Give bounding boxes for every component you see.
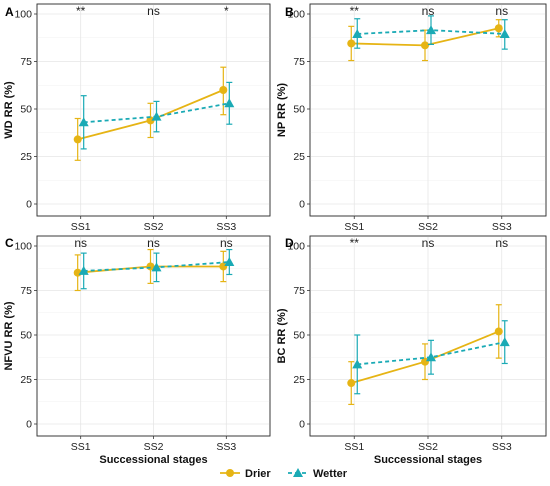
x-axis-title: Successional stages (99, 454, 207, 466)
panel-C: 0 25 50 75 100 SS1 SS2 SS3 NFVU RR (%) Succession… (3, 235, 271, 466)
significance-label: ns (74, 236, 87, 250)
y-tick-label: 100 (14, 9, 32, 21)
x-tick-label: SS1 (344, 221, 364, 233)
significance-label: * (224, 4, 229, 18)
x-tick-label: SS2 (418, 221, 438, 233)
significance-label: ns (495, 236, 508, 250)
x-tick-label: SS3 (216, 441, 236, 453)
x-tick-label: SS1 (344, 441, 364, 453)
panel-border (309, 3, 547, 217)
x-tick-label: SS2 (144, 221, 164, 233)
y-axis-title: NFVU RR (%) (3, 301, 15, 370)
y-tick-label: 100 (14, 241, 32, 253)
y-tick-label: 75 (20, 56, 32, 68)
data-point-drier (494, 24, 503, 33)
x-axis-title: Successional stages (374, 454, 482, 466)
panel-border (309, 235, 547, 437)
data-point-drier (494, 327, 503, 336)
significance-label: ns (422, 236, 435, 250)
series-line-wetter (357, 341, 505, 366)
data-point-wetter (224, 98, 235, 108)
data-point-wetter (78, 265, 89, 275)
significance-label: ** (76, 4, 86, 18)
y-tick-label: 50 (20, 330, 32, 342)
y-axis-title: NP RR (%) (276, 83, 288, 138)
x-tick-label: SS1 (71, 221, 91, 233)
y-tick-label: 25 (293, 374, 305, 386)
y-tick-label: 75 (20, 285, 32, 297)
significance-label: ** (350, 4, 360, 18)
panel-A: 0 25 50 75 100 SS1 SS2 SS3 WD RR (%) A ** ns * (3, 3, 271, 233)
x-tick-label: SS3 (492, 221, 512, 233)
x-tick-label: SS2 (144, 441, 164, 453)
y-tick-label: 0 (299, 419, 305, 431)
panel-B: 0 25 50 75 100 SS1 SS2 SS3 NP RR (%) B ** ns ns (276, 3, 547, 233)
significance-label: ns (495, 4, 508, 18)
legend-label: Drier (245, 468, 271, 480)
x-tick-label: SS3 (216, 221, 236, 233)
panel-tag: B (285, 5, 294, 19)
x-tick-label: SS3 (492, 441, 512, 453)
y-tick-label: 0 (26, 419, 32, 431)
legend-key-circle (226, 469, 234, 477)
x-tick-label: SS1 (71, 441, 91, 453)
panel-tag: C (5, 236, 14, 250)
data-point-drier (421, 41, 429, 50)
significance-label: ** (350, 236, 360, 250)
data-point-wetter (426, 25, 436, 35)
data-point-drier (347, 39, 356, 48)
data-point-wetter (352, 359, 363, 369)
y-tick-label: 25 (293, 151, 305, 163)
y-axis-title: WD RR (%) (3, 81, 15, 139)
data-point-wetter (151, 111, 162, 121)
data-point-drier (347, 379, 356, 388)
legend: Drier Wetter (220, 468, 348, 480)
legend-label: Wetter (313, 468, 348, 480)
panel-border (36, 3, 271, 217)
significance-label: ns (147, 236, 160, 250)
y-tick-label: 50 (20, 104, 32, 116)
panel-tag: D (285, 236, 294, 250)
data-point-wetter (499, 337, 510, 347)
y-axis-title: BC RR (%) (276, 308, 288, 363)
y-tick-label: 50 (293, 330, 305, 342)
y-tick-label: 0 (26, 199, 32, 211)
panel-D: 0 25 50 75 100 SS1 SS2 SS3 BC RR (%) Successional… (276, 235, 547, 466)
y-tick-label: 100 (287, 241, 305, 253)
data-point-wetter (352, 28, 363, 38)
significance-label: ns (220, 236, 233, 250)
panel-tag: A (5, 5, 14, 19)
legend-key-triangle (293, 468, 303, 477)
significance-label: ns (422, 4, 435, 18)
data-point-wetter (224, 257, 235, 267)
data-point-wetter (151, 262, 162, 272)
data-point-wetter (499, 28, 510, 38)
y-tick-label: 100 (287, 9, 305, 21)
data-point-wetter (426, 352, 436, 362)
y-tick-label: 50 (293, 104, 305, 116)
y-tick-label: 25 (20, 151, 32, 163)
panel-border (36, 235, 271, 437)
significance-label: ns (147, 4, 160, 18)
data-point-drier (146, 116, 155, 125)
data-point-drier (73, 135, 82, 144)
y-tick-label: 0 (299, 199, 305, 211)
data-point-drier (219, 86, 228, 94)
y-tick-label: 75 (293, 285, 305, 297)
x-tick-label: SS2 (418, 441, 438, 453)
data-point-wetter (78, 117, 89, 127)
y-tick-label: 25 (20, 374, 32, 386)
y-tick-label: 75 (293, 56, 305, 68)
